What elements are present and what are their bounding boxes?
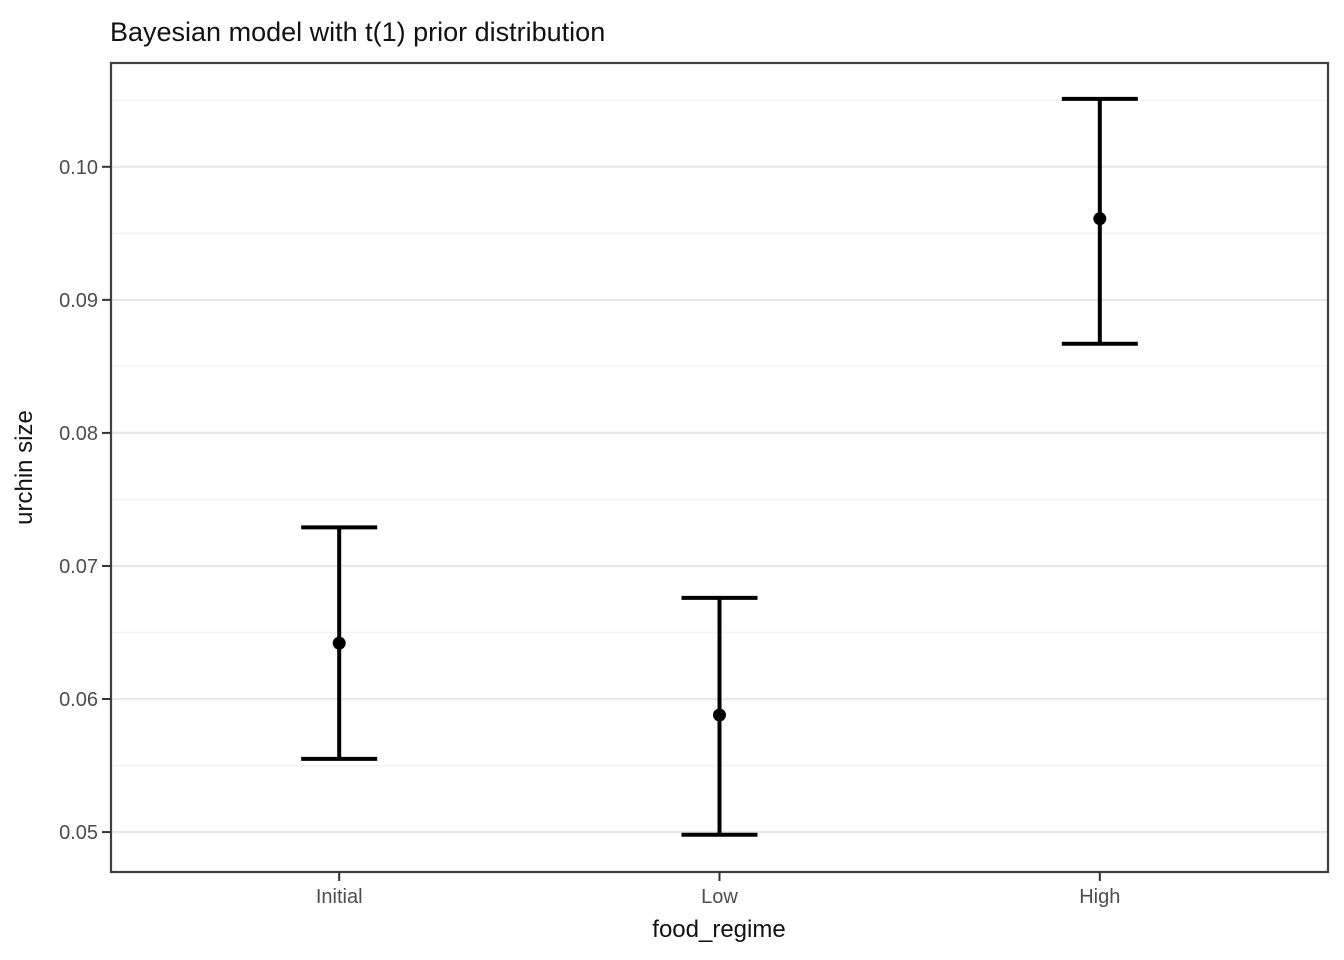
y-tick-label: 0.10 — [59, 157, 98, 179]
y-tick-label: 0.05 — [59, 822, 98, 844]
x-tick-label: Low — [701, 886, 738, 908]
gridlines — [111, 99, 1328, 834]
data-point — [1093, 212, 1107, 226]
y-tick-label: 0.07 — [59, 556, 98, 578]
pointrange-series — [301, 96, 1138, 837]
x-tick-label: High — [1079, 886, 1120, 908]
x-axis-title: food_regime — [652, 916, 785, 943]
data-point — [332, 636, 346, 650]
y-axis-tick-labels: 0.05 0.06 0.07 0.08 0.09 0.10 — [59, 157, 98, 844]
axis-tick-marks — [102, 165, 1101, 881]
data-point — [713, 708, 726, 722]
x-axis-tick-labels: Initial Low High — [316, 886, 1121, 908]
x-tick-label: Initial — [316, 886, 363, 908]
chart-title: Bayesian model with t(1) prior distribut… — [110, 17, 605, 47]
y-tick-label: 0.06 — [59, 689, 98, 711]
y-axis-title: urchin size — [11, 410, 38, 525]
y-tick-label: 0.09 — [59, 290, 98, 312]
y-tick-label: 0.08 — [59, 423, 98, 445]
